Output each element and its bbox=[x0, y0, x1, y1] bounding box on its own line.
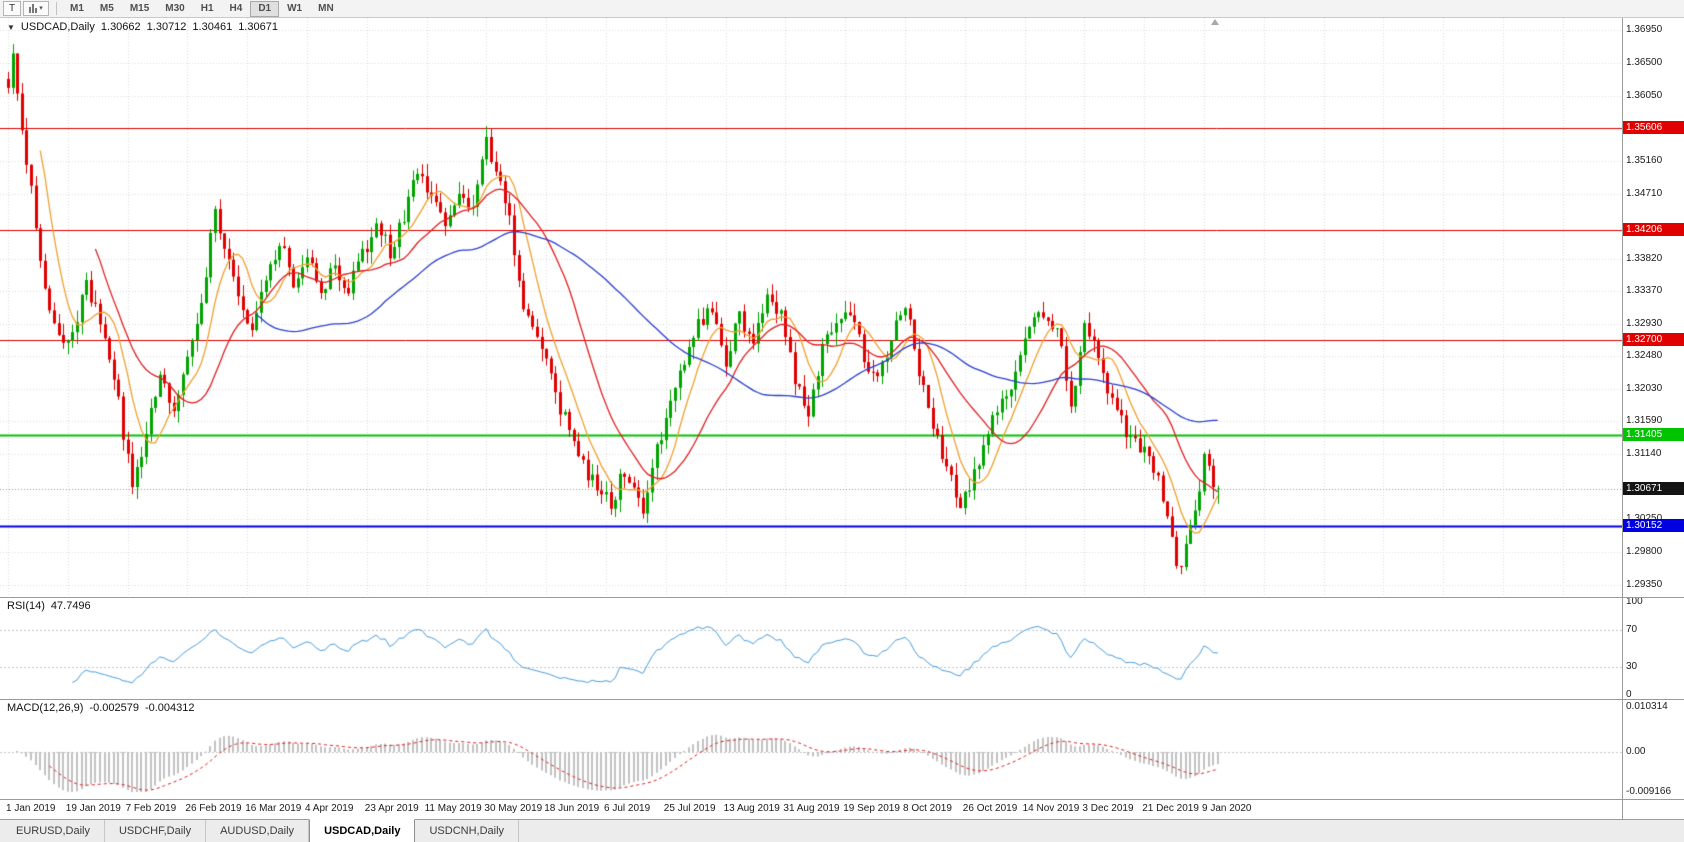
time-axis[interactable]: 1 Jan 2019 19 Jan 2019 7 Feb 2019 26 Feb 20… bbox=[0, 800, 1684, 819]
macd-signal-value: -0.004312 bbox=[144, 702, 195, 714]
price-level-label: 1.35606 bbox=[1623, 121, 1684, 135]
date-label: 18 Jun 2019 bbox=[544, 803, 600, 814]
rsi-scale-label: 100 bbox=[1626, 596, 1643, 607]
macd-value: -0.002579 bbox=[89, 702, 139, 714]
price-scale-label: 1.35160 bbox=[1626, 154, 1663, 166]
chart-tab-usdcad[interactable]: USDCAD,Daily bbox=[309, 819, 416, 842]
rsi-value: 47.7496 bbox=[50, 600, 91, 612]
current-price-label: 1.30671 bbox=[1623, 481, 1684, 495]
toolbar-separator bbox=[56, 2, 57, 15]
date-label: 3 Dec 2019 bbox=[1082, 803, 1134, 814]
date-label: 26 Feb 2019 bbox=[185, 803, 242, 814]
candlestick-icon bbox=[29, 4, 38, 13]
price-scale-divider bbox=[1622, 18, 1623, 819]
date-label: 25 Jul 2019 bbox=[663, 803, 716, 814]
ohlc-open: 1.30662 bbox=[100, 21, 141, 33]
price-scale-label: 1.29800 bbox=[1626, 546, 1663, 558]
macd-canvas[interactable] bbox=[0, 700, 1622, 799]
timeframe-w1[interactable]: W1 bbox=[287, 2, 303, 14]
chart-symbol-label: USDCAD,Daily bbox=[20, 21, 95, 33]
date-label: 31 Aug 2019 bbox=[783, 803, 840, 814]
chart-type-dropdown-button[interactable]: ▾ bbox=[23, 1, 49, 16]
timeframe-d1[interactable]: D1 bbox=[250, 0, 280, 17]
macd-label: MACD(12,26,9) -0.002579 -0.004312 bbox=[7, 702, 195, 714]
chevron-down-icon: ▾ bbox=[39, 5, 43, 12]
price-level-label: 1.34206 bbox=[1623, 223, 1684, 237]
date-label: 26 Oct 2019 bbox=[962, 803, 1018, 814]
price-scale-label: 1.31590 bbox=[1626, 415, 1663, 427]
price-scale-label: 1.31140 bbox=[1626, 448, 1662, 460]
date-label: 4 Apr 2019 bbox=[305, 803, 354, 814]
price-scale-label: 1.30250 bbox=[1626, 513, 1662, 525]
timeframe-m15[interactable]: M15 bbox=[129, 2, 150, 14]
ohlc-high: 1.30712 bbox=[146, 21, 187, 33]
price-scale-label: 1.34710 bbox=[1626, 187, 1663, 199]
price-scale-label: 1.33820 bbox=[1626, 252, 1663, 264]
rsi-pane-divider[interactable] bbox=[0, 597, 1684, 598]
timeframe-m30[interactable]: M30 bbox=[165, 2, 185, 14]
date-label: 8 Oct 2019 bbox=[903, 803, 952, 814]
date-label: 19 Sep 2019 bbox=[843, 803, 900, 814]
price-level-label: 1.31405 bbox=[1623, 427, 1684, 441]
chart-tab-eurusd[interactable]: EURUSD,Daily bbox=[2, 820, 105, 842]
price-scale[interactable]: 1.36950 1.36500 1.36050 1.35160 1.34710 1.338… bbox=[1623, 18, 1684, 819]
rsi-scale-label: 70 bbox=[1626, 623, 1638, 635]
chart-ohlc-header: ▼ USDCAD,Daily 1.30662 1.30712 1.30461 1… bbox=[7, 21, 278, 34]
crosshair-tool-button[interactable]: T bbox=[3, 1, 21, 16]
rsi-canvas[interactable] bbox=[0, 598, 1622, 699]
date-label: 21 Dec 2019 bbox=[1142, 803, 1199, 814]
rsi-scale-label: 0 bbox=[1626, 689, 1632, 700]
date-label: 14 Nov 2019 bbox=[1022, 803, 1080, 814]
date-label: 23 Apr 2019 bbox=[364, 803, 419, 814]
chart-shift-marker[interactable] bbox=[1211, 19, 1219, 25]
macd-title: MACD(12,26,9) bbox=[7, 702, 84, 714]
date-label: 16 Mar 2019 bbox=[245, 803, 302, 814]
price-scale-label: 1.36500 bbox=[1626, 56, 1663, 68]
price-scale-label: 1.33370 bbox=[1626, 285, 1663, 297]
price-scale-label: 1.32030 bbox=[1626, 383, 1663, 395]
chart-tab-usdchf[interactable]: USDCHF,Daily bbox=[105, 820, 207, 842]
collapse-icon[interactable]: ▼ bbox=[7, 23, 15, 32]
rsi-scale-label: 30 bbox=[1626, 661, 1638, 673]
date-label: 13 Aug 2019 bbox=[723, 803, 780, 814]
price-level-label: 1.30152 bbox=[1623, 519, 1684, 533]
timeframe-m5[interactable]: M5 bbox=[99, 2, 114, 14]
date-label: 1 Jan 2019 bbox=[6, 803, 56, 814]
chart-tab-bar: EURUSD,Daily USDCHF,Daily AUDUSD,Daily USDC… bbox=[0, 819, 1684, 842]
date-label: 6 Jul 2019 bbox=[604, 803, 651, 814]
macd-scale-label: 0.00 bbox=[1626, 746, 1646, 757]
price-scale-label: 1.36950 bbox=[1626, 23, 1663, 35]
rsi-title: RSI(14) bbox=[7, 600, 45, 612]
timeframe-h4[interactable]: H4 bbox=[229, 2, 243, 14]
timeframe-mn[interactable]: MN bbox=[318, 2, 334, 14]
price-scale-label: 1.32930 bbox=[1626, 317, 1663, 329]
macd-scale-label: 0.010314 bbox=[1626, 701, 1668, 712]
timeframe-h1[interactable]: H1 bbox=[200, 2, 214, 14]
chart-tab-audusd[interactable]: AUDUSD,Daily bbox=[206, 820, 310, 842]
chart-tab-usdcnh[interactable]: USDCNH,Daily bbox=[415, 820, 520, 842]
macd-scale-label: -0.009166 bbox=[1626, 786, 1672, 797]
price-level-label: 1.32700 bbox=[1623, 333, 1684, 347]
date-label: 7 Feb 2019 bbox=[125, 803, 177, 814]
date-label: 19 Jan 2019 bbox=[65, 803, 121, 814]
ohlc-low: 1.30461 bbox=[192, 21, 233, 33]
timeframe-m1[interactable]: M1 bbox=[70, 2, 84, 14]
rsi-label: RSI(14) 47.7496 bbox=[7, 600, 91, 612]
main-chart-canvas[interactable] bbox=[0, 18, 1622, 597]
macd-pane-divider[interactable] bbox=[0, 699, 1684, 700]
date-label: 9 Jan 2020 bbox=[1202, 803, 1252, 814]
timeframe-toolbar: M1 M5 M15 M30 H1 H4 D1 W1 MN bbox=[62, 0, 342, 17]
time-axis-divider bbox=[0, 799, 1684, 800]
price-scale-label: 1.29350 bbox=[1626, 579, 1663, 591]
top-toolbar: T ▾ M1 M5 M15 M30 H1 H4 D1 W1 MN bbox=[0, 0, 1684, 18]
date-label: 30 May 2019 bbox=[484, 803, 543, 814]
date-label: 11 May 2019 bbox=[424, 803, 482, 814]
ohlc-close: 1.30671 bbox=[238, 21, 278, 33]
price-scale-label: 1.32480 bbox=[1626, 350, 1663, 362]
price-scale-label: 1.36050 bbox=[1626, 89, 1663, 101]
